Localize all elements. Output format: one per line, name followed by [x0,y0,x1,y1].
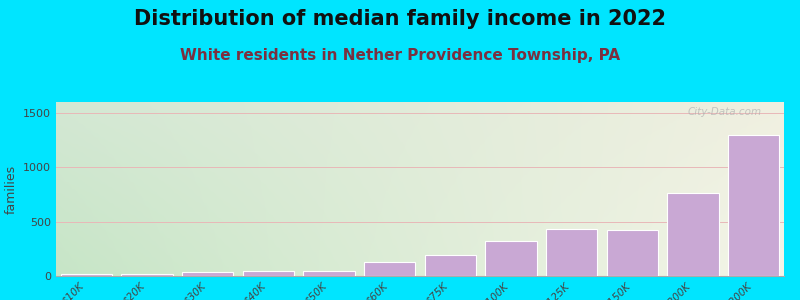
Bar [303,271,354,276]
Bar [364,262,415,276]
Bar [182,272,234,276]
Bar [425,255,476,276]
Text: City-Data.com: City-Data.com [688,107,762,117]
Bar [61,274,112,276]
Bar [122,274,173,276]
Text: White residents in Nether Providence Township, PA: White residents in Nether Providence Tow… [180,48,620,63]
Bar [546,229,598,276]
Y-axis label: families: families [5,164,18,214]
Bar [606,230,658,276]
Bar [486,241,537,276]
Text: Distribution of median family income in 2022: Distribution of median family income in … [134,9,666,29]
Bar [667,194,718,276]
Bar [242,271,294,276]
Bar [728,135,779,276]
